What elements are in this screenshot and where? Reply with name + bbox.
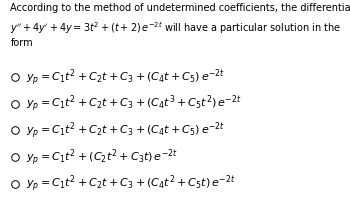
Text: $y'' + 4y' + 4y = 3t^2 + (t+2)\,e^{-2t}$ will have a particular solution in the: $y'' + 4y' + 4y = 3t^2 + (t+2)\,e^{-2t}$… xyxy=(10,21,341,36)
Text: $y_p = C_1 t^2 + (C_2 t^2 + C_3 t)\, e^{-2t}$: $y_p = C_1 t^2 + (C_2 t^2 + C_3 t)\, e^{… xyxy=(26,147,178,167)
Text: form: form xyxy=(10,38,33,48)
Text: $y_p = C_1 t^2 + C_2 t + C_3 + (C_4 t + C_5)\, e^{-2t}$: $y_p = C_1 t^2 + C_2 t + C_3 + (C_4 t + … xyxy=(26,67,225,88)
Text: $y_p = C_1 t^2 + C_2 t + C_3 + (C_4 t^2 + C_5 t)\, e^{-2t}$: $y_p = C_1 t^2 + C_2 t + C_3 + (C_4 t^2 … xyxy=(26,173,236,194)
Text: According to the method of undetermined coefficients, the differential equation: According to the method of undetermined … xyxy=(10,3,350,13)
Text: $y_p = C_1 t^2 + C_2 t + C_3 + (C_4 t^3 + C_5 t^2)\, e^{-2t}$: $y_p = C_1 t^2 + C_2 t + C_3 + (C_4 t^3 … xyxy=(26,93,242,114)
Text: $y_p = C_1 t^2 + C_2 t + C_3 + (C_4 t + C_5)\, e^{-2t}$: $y_p = C_1 t^2 + C_2 t + C_3 + (C_4 t + … xyxy=(26,120,225,141)
